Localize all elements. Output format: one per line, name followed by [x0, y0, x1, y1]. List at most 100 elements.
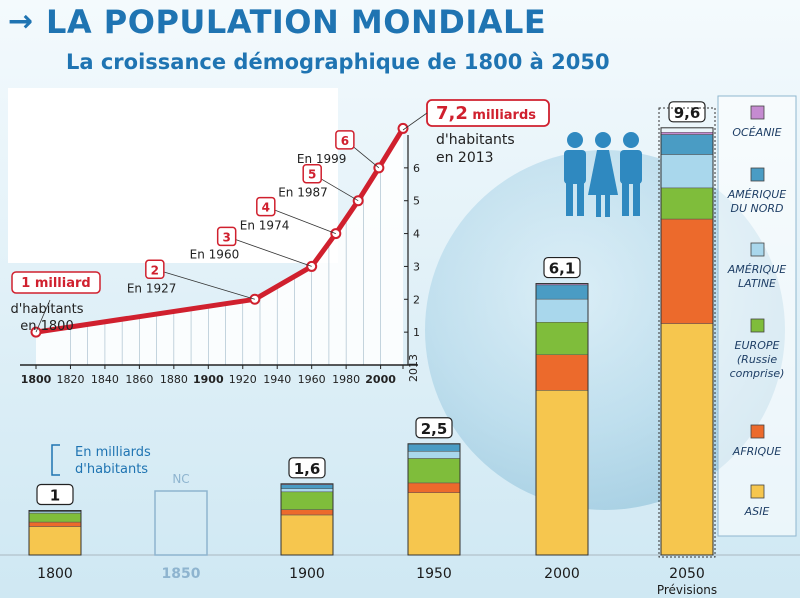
bar-sublabel: Prévisions: [657, 583, 717, 597]
bar-outline: [535, 283, 589, 556]
white-panel: [8, 88, 338, 263]
bar-total-box: [36, 483, 74, 506]
milestone-label: En 1974: [240, 219, 290, 233]
badge-1800: [11, 271, 101, 294]
callout-leader: [265, 206, 336, 234]
legend-label: OCÉANIE: [732, 126, 781, 139]
bar-total-box: [543, 256, 581, 279]
bar-total-label: 1,6: [294, 460, 321, 478]
arrow-icon: →: [8, 4, 34, 39]
legend-label: ASIE: [744, 505, 770, 518]
badge-text: 6: [341, 134, 349, 148]
bar-category-label: 2050: [669, 566, 705, 582]
x-tick-label: 1980: [332, 373, 360, 386]
bar-empty: [154, 490, 208, 556]
bar-segment-afrique: [280, 509, 334, 516]
badge-text: 4: [262, 201, 270, 215]
milestone-label: En 1987: [278, 186, 328, 200]
milestone-label: En 1927: [127, 281, 177, 295]
end-note-line1: d'habitants: [436, 132, 515, 148]
badge-text: 1 milliard: [21, 276, 90, 291]
y-tick-label: 5: [413, 195, 420, 208]
line-area: [36, 128, 403, 365]
bar-total-label: 9,6: [674, 104, 701, 122]
start-note-line1: d'habitants: [10, 302, 83, 317]
bar-segment-europe: [535, 322, 589, 356]
bar-total-nc: NC: [172, 472, 189, 486]
bar-segment-amerique_nord: [660, 134, 714, 155]
x-tick-label: 1820: [56, 373, 84, 386]
y-tick-label: 1: [413, 326, 420, 339]
bar-segment-asie: [660, 323, 714, 556]
x-tick-label: 1860: [125, 373, 153, 386]
badge-1987: [302, 163, 322, 184]
y-tick-label: 3: [413, 260, 420, 273]
bar-segment-amerique_latine: [280, 488, 334, 493]
badge-text: 5: [308, 168, 316, 182]
people-icon: [564, 132, 642, 217]
bar-total-label: 1: [50, 487, 60, 505]
y-tick-label: 6: [413, 162, 420, 175]
bar-segment-afrique: [407, 482, 461, 493]
bar-segment-afrique: [28, 521, 82, 527]
legend-label: (Russie: [737, 353, 777, 366]
legend-label: AMÉRIQUE: [727, 263, 787, 276]
legend-swatch-amerique_latine: [750, 242, 765, 257]
bar-segment-amerique_nord: [407, 443, 461, 452]
bar-segment-amerique_latine: [407, 451, 461, 459]
legend-swatch-oceanie: [750, 105, 765, 120]
x-tick-label: 1960: [298, 373, 326, 386]
badge-2013-text: 7,2 milliards: [436, 103, 536, 124]
bar-segment-asie: [535, 390, 589, 556]
bar-total-box: [288, 457, 326, 479]
legend-label: AMÉRIQUE: [727, 188, 787, 201]
legend-panel: [717, 95, 797, 537]
badge-1960: [216, 226, 237, 247]
x-tick-label: 1920: [229, 373, 257, 386]
unit-bracket: [51, 444, 60, 476]
bar-segment-amerique_latine: [660, 154, 714, 189]
bar-category-label: 2000: [544, 566, 580, 582]
bar-category-label: 1850: [162, 566, 201, 582]
callout-leader: [35, 299, 51, 333]
bar-segment-amerique_nord: [535, 284, 589, 300]
legend-label: LATINE: [738, 277, 776, 290]
bar-segment-europe: [660, 187, 714, 220]
legend-swatch-asie: [750, 484, 765, 499]
bar-total-label: 6,1: [549, 260, 576, 278]
x-tick-label: 1800: [21, 373, 52, 386]
legend-label: comprise): [730, 367, 785, 380]
bar-segment-asie: [407, 492, 461, 556]
bar-total-box: [668, 101, 706, 123]
legend-swatch-europe: [750, 318, 765, 333]
bar-segment-europe: [28, 512, 82, 523]
page-subtitle: La croissance démographique de 1800 à 20…: [66, 50, 610, 74]
x-tick-label: 1840: [91, 373, 119, 386]
bar-total-label: 2,5: [421, 420, 448, 438]
page-title: LA POPULATION MONDIALE: [46, 3, 547, 41]
bar-segment-europe: [280, 491, 334, 510]
end-value: 7,2: [436, 103, 468, 124]
milestone-label: En 1960: [190, 247, 240, 261]
unit-note-line2: d'habitants: [75, 462, 148, 477]
bar-category-label: 1950: [416, 566, 452, 582]
badge-1999: [335, 130, 355, 150]
end-unit: milliards: [468, 108, 536, 123]
unit-note-line1: En milliards: [75, 445, 151, 460]
bar-category-label: 1900: [289, 566, 325, 582]
y-tick-label: 4: [413, 228, 420, 241]
x-tick-label: 1900: [193, 373, 224, 386]
bar-segment-afrique: [535, 354, 589, 391]
forecast-frame: [658, 107, 716, 558]
bar-segment-oceanie: [660, 132, 714, 135]
bar-segment-asie: [28, 526, 82, 556]
bar-outline: [407, 443, 461, 556]
bar-outline: [660, 127, 714, 556]
bar-total-box: [415, 417, 453, 439]
badge-1927: [145, 259, 165, 280]
callout-leader: [402, 112, 428, 131]
end-note-line2: en 2013: [436, 150, 494, 166]
bar-category-label: 1800: [37, 566, 73, 582]
bar-segment-europe: [407, 458, 461, 484]
legend-label: EUROPE: [735, 339, 780, 352]
